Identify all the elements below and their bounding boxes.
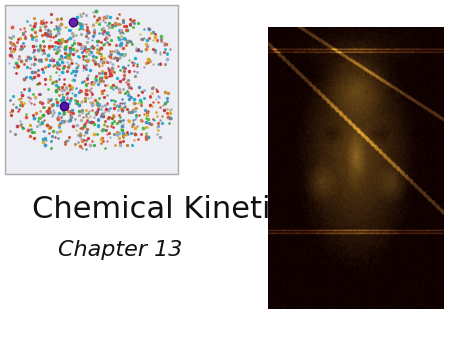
Text: Chemical Kinetics: Chemical Kinetics — [32, 195, 302, 224]
Bar — [4, 5, 178, 174]
Text: Chapter 13: Chapter 13 — [58, 240, 183, 260]
